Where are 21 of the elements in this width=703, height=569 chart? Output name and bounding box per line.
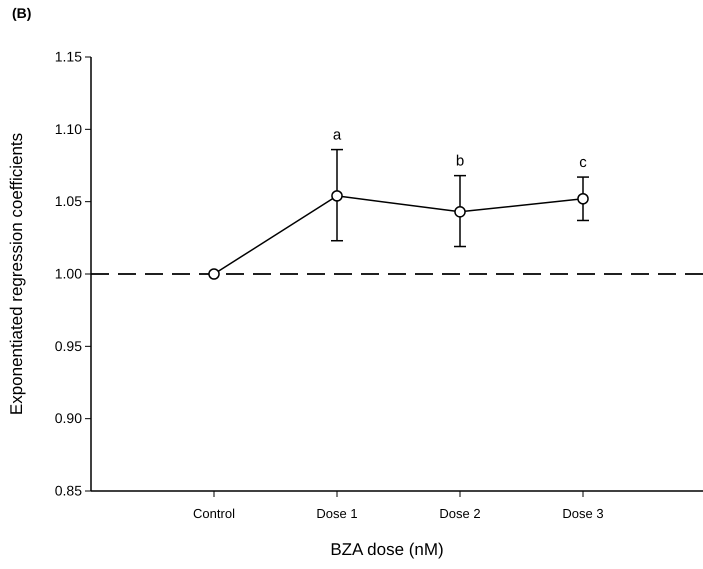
x-tick-label: Dose 3 xyxy=(562,506,604,522)
point xyxy=(577,192,589,205)
point xyxy=(208,268,220,280)
y-tick-label: 0.95 xyxy=(54,338,82,354)
annotation: b xyxy=(456,152,464,170)
point xyxy=(331,190,343,202)
y-axis-title: Exponentiated regression coefficients xyxy=(7,132,26,416)
point xyxy=(454,206,466,218)
y-tick-label: 1.05 xyxy=(54,193,82,210)
chart-title: (B) xyxy=(12,5,32,21)
x-tick-label: Dose 2 xyxy=(439,506,481,522)
y-tick-label: 1.00 xyxy=(54,265,82,282)
annotation: c xyxy=(579,154,588,172)
x-tick-label: Control xyxy=(193,506,236,522)
y-tick-label: 0.90 xyxy=(54,410,82,426)
x-tick-label: Dose 1 xyxy=(316,506,358,522)
y-tick-label: 1.10 xyxy=(54,120,82,137)
x-axis-title: BZA dose (nM) xyxy=(330,540,444,559)
annotation: a xyxy=(332,126,342,144)
y-tick-label: 1.15 xyxy=(54,48,82,64)
y-tick-label: 0.85 xyxy=(54,482,82,498)
